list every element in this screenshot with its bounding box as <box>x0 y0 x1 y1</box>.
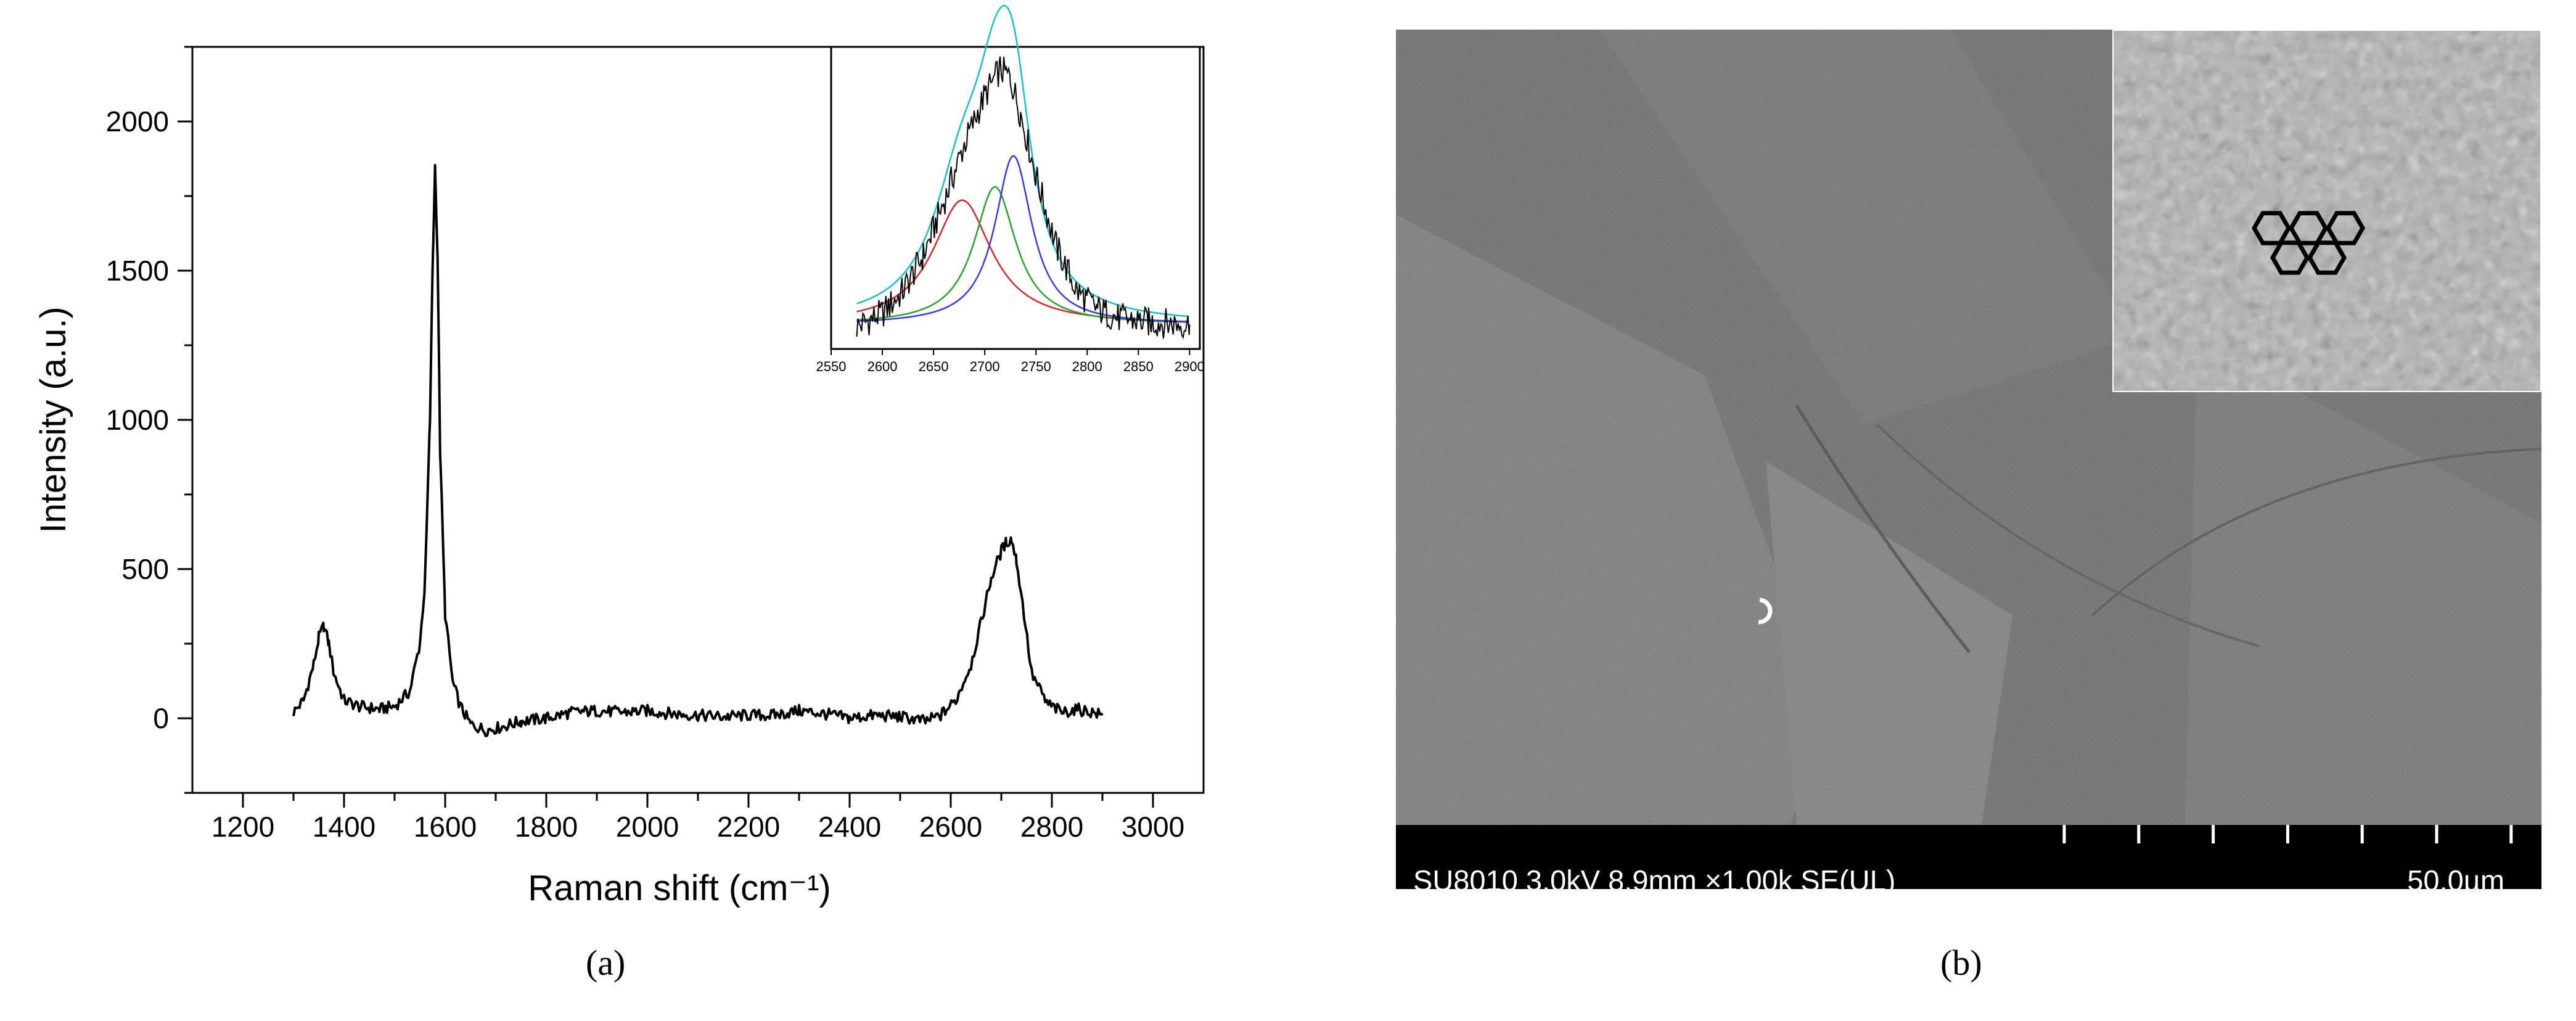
y-tick-label: 2000 <box>106 105 169 137</box>
x-axis-label: Raman shift (cm⁻¹) <box>528 868 831 908</box>
sem-info-text: SU8010 3.0kV 8.9mm ×1.00k SE(UL) <box>1413 864 1896 897</box>
hexagon-cell <box>2270 240 2310 275</box>
raman-spectrum-line <box>292 163 1104 737</box>
bright-particle <box>1758 597 1773 625</box>
x-tick-label: 1600 <box>414 811 477 843</box>
x-tick-label: 2800 <box>1020 811 1083 843</box>
inset-x-tick-label: 2850 <box>1123 359 1154 374</box>
honeycomb-lattice-overlay <box>2251 211 2366 275</box>
main-plot: 1200 1400 1600 1800 2000 2200 2400 2600 2800 3000… <box>33 46 1205 908</box>
y-tick-label: 1500 <box>106 255 169 287</box>
panel-a-label: (a) <box>586 943 626 983</box>
inset-x-tick-label: 2900 <box>1175 359 1205 374</box>
x-tick-label: 2600 <box>919 811 982 843</box>
inset-fit-sum <box>856 4 1189 318</box>
x-tick-label: 1800 <box>515 811 578 843</box>
inset-data-line <box>856 56 1191 340</box>
y-tick-label: 1000 <box>106 404 169 436</box>
x-tick-label: 1400 <box>313 811 375 843</box>
inset-x-tick-label: 2550 <box>816 359 847 374</box>
x-tick-label: 2400 <box>818 811 881 843</box>
x-tick-label: 2000 <box>616 811 679 843</box>
scale-bar-ticks <box>2062 825 2513 843</box>
hexagon-cell <box>2325 211 2366 245</box>
x-tick-label: 3000 <box>1122 811 1184 843</box>
sem-image-panel: SU8010 3.0kV 8.9mm ×1.00k SE(UL) 50.0µm <box>1396 30 2541 897</box>
sem-info-bar <box>1396 825 2541 889</box>
inset-plot: 2550 2600 2650 2700 2750 2800 2850 2900 <box>816 4 1205 374</box>
y-tick-label: 500 <box>121 553 169 585</box>
x-tick-label: 1200 <box>211 811 274 843</box>
inset-x-tick-label: 2650 <box>919 359 949 374</box>
inset-x-tick-label: 2750 <box>1021 359 1051 374</box>
sem-inset-image <box>2112 30 2541 392</box>
panel-b-label: (b) <box>1940 943 1982 983</box>
raman-spectrum-chart: 1200 1400 1600 1800 2000 2200 2400 2600 2800 3000… <box>33 4 1205 908</box>
hexagon-cell <box>2307 240 2347 275</box>
x-tick-label: 2200 <box>717 811 780 843</box>
inset-x-tick-label: 2700 <box>970 359 1000 374</box>
y-tick-label: 0 <box>153 702 169 734</box>
inset-x-tick-label: 2800 <box>1072 359 1102 374</box>
scale-bar-label: 50.0µm <box>2407 864 2504 897</box>
y-axis-label: Intensity (a.u.) <box>33 306 73 533</box>
inset-x-tick-label: 2600 <box>868 359 898 374</box>
